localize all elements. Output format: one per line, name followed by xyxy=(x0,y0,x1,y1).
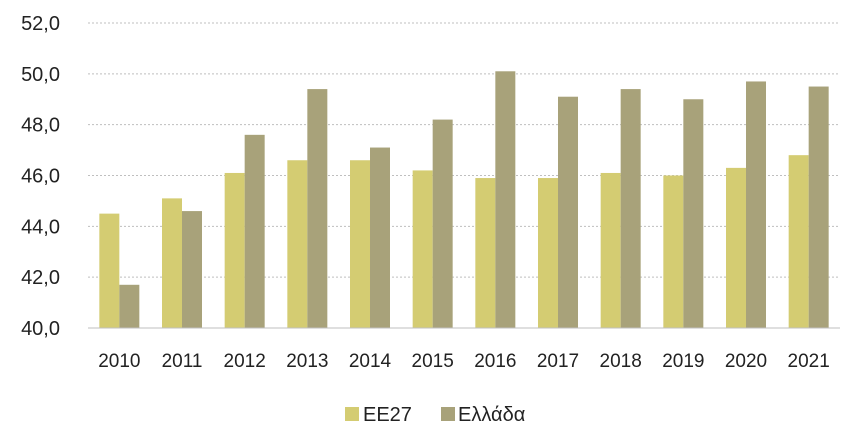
bar-eu27-2010 xyxy=(99,213,120,328)
x-tick-label: 2013 xyxy=(286,351,328,372)
legend-swatch xyxy=(441,407,455,421)
x-tick-label: 2015 xyxy=(412,351,454,372)
bar-greece-2014 xyxy=(370,147,390,328)
y-tick-label: 42,0 xyxy=(21,267,60,289)
bar-eu27-2020 xyxy=(726,167,746,328)
bar-eu27-2015 xyxy=(412,170,433,328)
x-tick-label: 2010 xyxy=(98,351,140,372)
y-tick-label: 46,0 xyxy=(21,166,60,188)
legend-swatch xyxy=(345,407,359,421)
y-tick-label: 50,0 xyxy=(21,64,60,86)
bar-greece-2015 xyxy=(432,119,453,328)
legend: ΕΕ27 Ελλάδα xyxy=(345,404,525,426)
bar-eu27-2021 xyxy=(788,155,809,328)
y-tick-label: 52,0 xyxy=(21,13,60,35)
bar-greece-2013 xyxy=(307,89,328,328)
bar-eu27-2019 xyxy=(663,175,684,328)
bar-greece-2017 xyxy=(558,96,578,328)
bar-eu27-2014 xyxy=(350,160,370,328)
bar-greece-2011 xyxy=(182,211,202,328)
x-tick-label: 2017 xyxy=(537,351,579,372)
bar-eu27-2011 xyxy=(162,198,182,328)
bar-greece-2010 xyxy=(119,284,140,328)
y-tick-label: 40,0 xyxy=(21,318,60,340)
bar-eu27-2013 xyxy=(287,160,308,328)
bar-eu27-2017 xyxy=(538,178,558,328)
grid-lines xyxy=(88,22,840,278)
x-tick-label: 2018 xyxy=(600,351,642,372)
x-tick-label: 2014 xyxy=(349,351,392,372)
y-tick-label: 48,0 xyxy=(21,115,60,137)
bar-greece-2018 xyxy=(620,89,641,328)
x-tick-label: 2012 xyxy=(224,351,266,372)
bar-greece-2021 xyxy=(808,86,829,329)
bar-greece-2020 xyxy=(746,81,766,328)
bar-greece-2016 xyxy=(495,71,516,329)
bars xyxy=(99,71,829,329)
bar-greece-2012 xyxy=(244,134,265,328)
y-axis-ticks: 40,0 42,0 44,0 46,0 48,0 50,0 52,0 xyxy=(21,13,60,340)
legend-label: Ελλάδα xyxy=(458,404,525,426)
x-tick-label: 2021 xyxy=(788,351,830,372)
y-tick-label: 44,0 xyxy=(21,216,60,238)
x-axis-ticks: 2010 2011 2012 2013 2014 2015 2016 2017 2018 2019… xyxy=(98,351,830,372)
bar-eu27-2018 xyxy=(600,172,621,328)
x-tick-label: 2016 xyxy=(474,351,516,372)
legend-label: ΕΕ27 xyxy=(363,404,412,426)
x-tick-label: 2020 xyxy=(725,351,767,372)
bar-eu27-2016 xyxy=(475,178,496,328)
bar-greece-2019 xyxy=(683,99,704,328)
x-tick-label: 2019 xyxy=(662,351,704,372)
bar-eu27-2012 xyxy=(224,172,245,328)
x-tick-label: 2011 xyxy=(162,351,203,372)
